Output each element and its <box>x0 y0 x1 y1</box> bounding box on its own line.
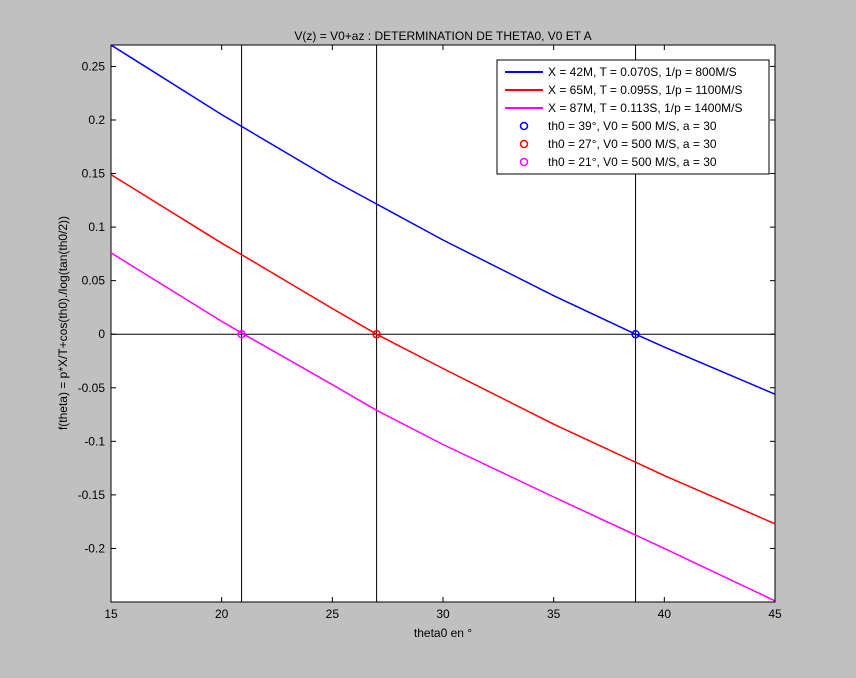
zero-crossing-marker-0 <box>631 329 640 339</box>
y-tick-label-1: -0.15 <box>78 488 106 502</box>
x-tick-label-2: 25 <box>326 607 340 621</box>
y-tick-label-4: 0 <box>98 327 105 341</box>
x-axis-label: theta0 en ° <box>414 626 472 640</box>
x-tick-label-1: 20 <box>215 607 229 621</box>
legend-box <box>496 59 770 175</box>
legend-entry-line-1: X = 65M, T = 0.095S, 1/p = 1100M/S <box>548 83 742 97</box>
series-line-0 <box>110 44 776 395</box>
y-axis-label: f(theta) = p*X/T+cos(th0)./log(tan(th0/2… <box>56 216 70 430</box>
legend-entry-marker-1: th0 = 27°, V0 = 500 M/S, a = 30 <box>548 137 717 151</box>
y-tick-label-7: 0.15 <box>82 167 106 181</box>
series-line-1 <box>110 173 776 525</box>
legend-entry-marker-0: th0 = 39°, V0 = 500 M/S, a = 30 <box>548 119 717 133</box>
x-tick-label-0: 15 <box>104 607 118 621</box>
legend-entry-line-2: X = 87M, T = 0.113S, 1/p = 1400M/S <box>548 101 742 115</box>
x-tick-label-5: 40 <box>658 607 672 621</box>
x-tick-label-6: 45 <box>768 607 782 621</box>
legend-swatch-marker-0 <box>519 121 529 131</box>
y-tick-label-3: -0.05 <box>78 381 106 395</box>
x-tick-label-3: 30 <box>436 607 450 621</box>
y-tick-label-5: 0.05 <box>82 274 106 288</box>
y-tick-label-6: 0.1 <box>88 220 105 234</box>
y-tick-label-9: 0.25 <box>82 59 106 73</box>
y-tick-label-0: -0.2 <box>84 541 105 555</box>
legend-entry-marker-2: th0 = 21°, V0 = 500 M/S, a = 30 <box>548 155 717 169</box>
y-tick-label-8: 0.2 <box>88 113 105 127</box>
legend-entry-line-0: X = 42M, T = 0.070S, 1/p = 800M/S <box>548 65 737 79</box>
legend-swatch-marker-1 <box>519 139 529 149</box>
zero-crossing-marker-2 <box>237 329 246 339</box>
zero-markers <box>237 329 640 339</box>
y-tick-label-2: -0.1 <box>84 434 105 448</box>
axis-ticks: 15 20 25 30 35 40 45 -0.2 -0.15 -0.1 -0.05 0 0.05 0.1… <box>78 45 782 621</box>
legend: X = 42M, T = 0.070S, 1/p = 800M/S X = 65M… <box>496 59 770 175</box>
chart-title: V(z) = V0+az : DETERMINATION DE THETA0, … <box>294 29 591 43</box>
series-lines <box>110 44 776 602</box>
series-line-2 <box>110 252 776 602</box>
zero-crossing-marker-1 <box>372 329 381 339</box>
legend-swatch-marker-2 <box>519 157 529 167</box>
x-tick-label-4: 35 <box>547 607 561 621</box>
